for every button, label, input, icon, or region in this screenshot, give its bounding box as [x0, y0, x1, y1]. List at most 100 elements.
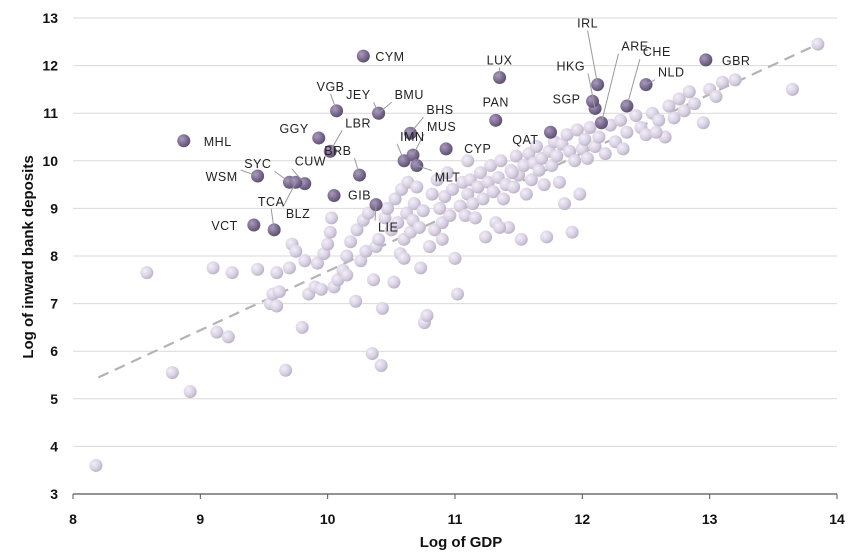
data-point	[140, 266, 154, 280]
data-point-qat	[544, 125, 557, 139]
data-point	[344, 235, 358, 249]
data-point	[682, 85, 696, 99]
axes: 3 4 5 6 7 8 9 10 11 12 13 8 9 10 11 12 13 14	[42, 10, 845, 527]
data-point	[412, 220, 426, 234]
data-point	[493, 220, 507, 234]
data-point	[420, 309, 434, 322]
data-point	[496, 192, 510, 206]
x-tick-label: 8	[69, 511, 77, 527]
data-point	[687, 97, 701, 111]
data-point	[89, 458, 103, 472]
data-point	[509, 149, 523, 163]
leader-line-vgb	[330, 93, 338, 111]
data-point	[558, 197, 572, 211]
label-cym: CYM	[375, 50, 404, 64]
data-point	[696, 116, 710, 130]
label-brb: BRB	[324, 144, 351, 158]
data-point	[461, 154, 475, 168]
data-point	[270, 266, 284, 280]
data-point	[532, 163, 546, 177]
data-point	[552, 175, 566, 189]
y-tick-label: 6	[50, 343, 58, 359]
data-point	[225, 266, 239, 280]
data-point	[481, 175, 495, 189]
y-tick-label: 12	[42, 58, 58, 74]
data-point-ggy	[312, 131, 326, 145]
data-point	[580, 151, 594, 165]
leader-line-bmu	[378, 101, 392, 114]
data-point	[314, 282, 328, 296]
data-point	[310, 256, 324, 270]
data-point	[251, 262, 265, 276]
data-point	[453, 199, 467, 213]
data-point	[375, 301, 389, 315]
data-point	[381, 201, 395, 215]
data-point	[210, 325, 224, 339]
data-point	[476, 192, 490, 206]
data-point	[388, 192, 402, 206]
data-point	[494, 154, 508, 168]
data-point	[374, 358, 388, 372]
y-tick-label: 4	[50, 438, 58, 454]
data-point	[298, 254, 312, 268]
data-point	[598, 147, 612, 161]
data-point-sgp	[586, 94, 600, 108]
data-point	[592, 130, 606, 144]
data-point	[425, 187, 439, 201]
label-lbr: LBR	[345, 116, 371, 130]
label-vct: VCT	[211, 219, 238, 233]
label-blz: BLZ	[286, 207, 310, 221]
label-bmu: BMU	[395, 88, 424, 102]
y-tick-label: 9	[50, 200, 58, 216]
data-point	[354, 254, 368, 268]
data-point	[811, 37, 825, 51]
data-point	[473, 166, 487, 180]
data-point	[183, 385, 197, 399]
leader-line-are	[600, 53, 619, 123]
data-point-cyp	[439, 142, 453, 156]
data-point-gbr	[699, 53, 713, 67]
data-point	[484, 159, 498, 173]
y-axis-title: Log of inward bank deposits	[20, 155, 37, 358]
label-tca: TCA	[258, 195, 285, 209]
y-tick-label: 5	[50, 391, 58, 407]
leader-line-bhs	[410, 116, 424, 134]
leader-line-lie	[374, 204, 377, 221]
data-point	[414, 261, 428, 275]
x-tick-label: 9	[196, 511, 204, 527]
y-tick-label: 10	[42, 153, 58, 169]
leader-line-nld	[645, 79, 656, 86]
leader-line-jey	[373, 101, 380, 114]
label-pan: PAN	[483, 95, 509, 109]
label-bhs: BHS	[426, 103, 453, 117]
leader-line-lbr	[329, 130, 343, 152]
data-point	[323, 225, 337, 239]
data-point	[639, 128, 653, 142]
data-point	[165, 366, 179, 380]
data-point	[517, 159, 531, 173]
leader-line-brb	[354, 157, 360, 176]
data-point	[550, 149, 564, 163]
y-tick-label: 7	[50, 296, 58, 312]
data-point	[529, 140, 543, 154]
x-axis-title: Log of GDP	[420, 534, 503, 551]
data-point	[397, 251, 411, 265]
data-point	[505, 166, 519, 180]
x-tick-label: 13	[702, 511, 718, 527]
data-point	[443, 209, 457, 223]
label-sgp: SGP	[553, 92, 581, 106]
data-point	[629, 109, 643, 123]
label-imn: IMN	[400, 130, 424, 144]
data-point	[570, 123, 584, 137]
data-point-cym	[356, 49, 370, 63]
data-point	[387, 275, 401, 289]
leader-line-wsm	[240, 169, 258, 177]
data-point	[461, 187, 475, 201]
data-point	[565, 225, 579, 239]
label-cuw: CUW	[295, 155, 326, 169]
data-point	[349, 294, 363, 308]
label-irl: IRL	[577, 17, 598, 31]
data-points	[89, 37, 825, 472]
data-point	[430, 173, 444, 187]
data-point-vct	[247, 218, 261, 232]
